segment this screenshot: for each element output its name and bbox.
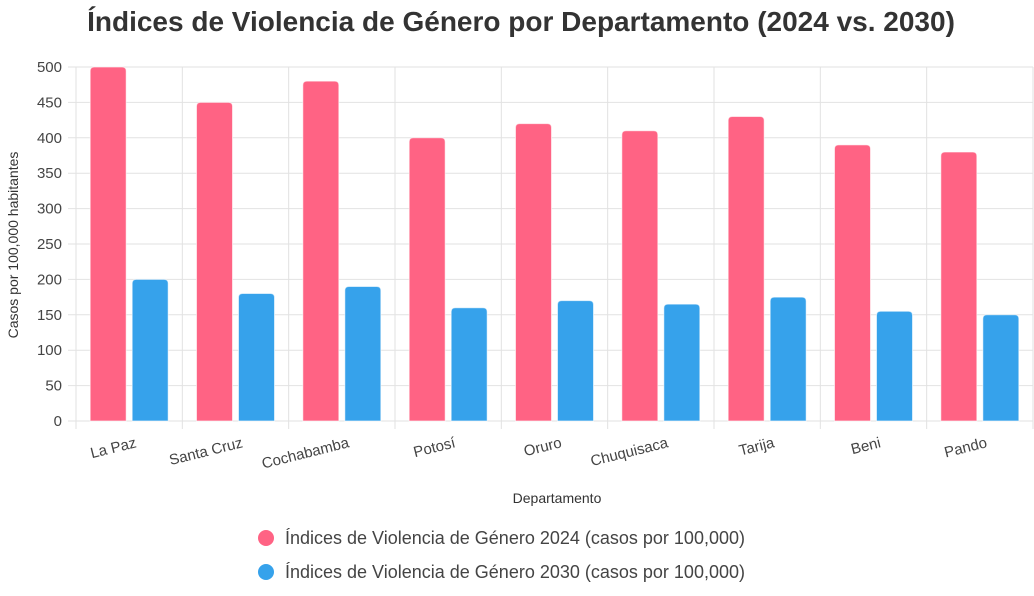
legend-label: Índices de Violencia de Género 2024 (cas… xyxy=(285,528,745,548)
y-axis-ticks: 0 50 100 150 200 250 300 350 400 450 500 xyxy=(37,59,62,430)
legend[interactable]: Índices de Violencia de Género 2024 (cas… xyxy=(258,528,745,582)
y-tick-label: 300 xyxy=(37,201,62,218)
x-tick-label: La Paz xyxy=(89,434,138,462)
y-tick-label: 100 xyxy=(37,342,62,359)
bar-2030-oruro[interactable] xyxy=(557,300,594,422)
x-tick-label: Santa Cruz xyxy=(168,434,245,469)
bar-2030-cochabamba[interactable] xyxy=(344,285,382,422)
bar-2030-chuquisaca[interactable] xyxy=(663,303,701,422)
x-tick-label: Cochabamba xyxy=(260,434,351,472)
bar-2030-tarija[interactable] xyxy=(769,296,807,422)
y-tick-label: 350 xyxy=(37,165,62,182)
x-tick-label: Tarija xyxy=(737,434,777,459)
bar-2024-la-paz[interactable] xyxy=(89,66,127,422)
y-tick-label: 150 xyxy=(37,307,62,324)
x-axis-ticks: La Paz Santa Cruz Cochabamba Potosí Oruro Chu… xyxy=(89,434,989,472)
legend-item-2030[interactable]: Índices de Violencia de Género 2030 (cas… xyxy=(258,562,745,582)
legend-item-2024[interactable]: Índices de Violencia de Género 2024 (cas… xyxy=(258,528,745,548)
y-tick-label: 250 xyxy=(37,236,62,253)
y-tick-label: 450 xyxy=(37,94,62,111)
bar-2024-cochabamba[interactable] xyxy=(302,80,340,422)
chart-title: Índices de Violencia de Género por Depar… xyxy=(87,6,955,37)
x-tick-label: Oruro xyxy=(522,434,563,460)
bar-2024-pando[interactable] xyxy=(940,151,978,422)
y-tick-label: 200 xyxy=(37,271,62,288)
y-tick-label: 400 xyxy=(37,130,62,147)
bar-2030-pando[interactable] xyxy=(982,314,1020,422)
x-tick-label: Pando xyxy=(943,434,989,461)
bar-2024-potosí[interactable] xyxy=(408,137,446,422)
y-tick-label: 0 xyxy=(54,413,62,430)
x-tick-label: Chuquisaca xyxy=(589,434,671,470)
legend-label: Índices de Violencia de Género 2030 (cas… xyxy=(285,562,745,582)
x-axis-label: Departamento xyxy=(513,490,602,506)
y-tick-label: 50 xyxy=(45,378,62,395)
bar-2030-la-paz[interactable] xyxy=(131,278,169,422)
bars xyxy=(89,66,1020,422)
bar-2024-chuquisaca[interactable] xyxy=(621,130,659,422)
bar-2024-beni[interactable] xyxy=(834,144,871,422)
legend-swatch xyxy=(258,564,274,580)
x-tick-label: Potosí xyxy=(412,434,458,461)
y-tick-label: 500 xyxy=(37,59,62,76)
bar-2030-potosí[interactable] xyxy=(450,307,488,422)
bar-2024-tarija[interactable] xyxy=(727,116,765,422)
bar-2030-beni[interactable] xyxy=(876,310,913,422)
x-tick-label: Beni xyxy=(849,434,882,458)
legend-swatch xyxy=(258,530,274,546)
bar-2030-santa-cruz[interactable] xyxy=(238,293,275,422)
y-axis-label: Casos por 100,000 habitantes xyxy=(5,152,21,339)
bar-2024-santa-cruz[interactable] xyxy=(196,101,233,422)
bar-2024-oruro[interactable] xyxy=(515,123,552,422)
